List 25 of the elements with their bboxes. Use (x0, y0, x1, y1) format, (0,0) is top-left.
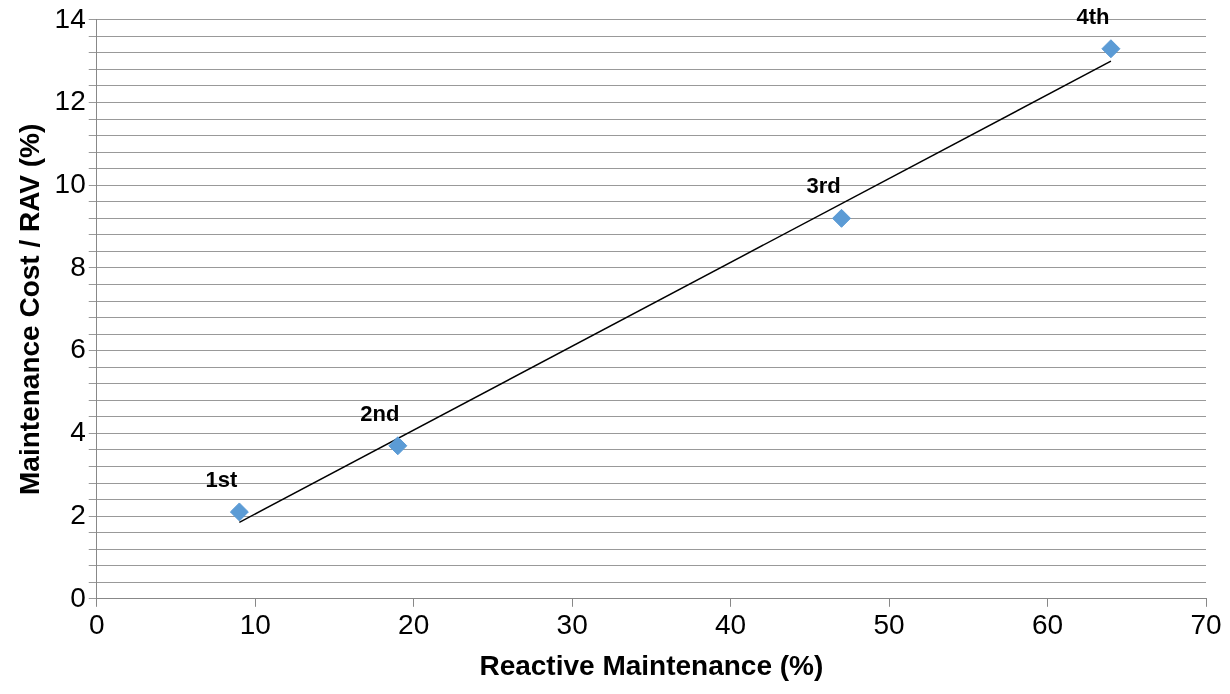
x-tick-label: 10 (239, 609, 271, 641)
y-tick-label: 8 (70, 250, 86, 282)
point (1101, 39, 1121, 59)
point (832, 208, 852, 228)
point (388, 436, 408, 456)
x-tick-label: 70 (1190, 609, 1222, 641)
point (229, 502, 249, 522)
y-tick-label: 10 (54, 167, 86, 199)
y-tick-label: 2 (70, 498, 86, 530)
x-tick-label: 40 (715, 609, 747, 641)
y-tick-label: 4 (70, 416, 86, 448)
x-tick-label: 50 (873, 609, 905, 641)
x-axis-title: Reactive Maintenance (%) (479, 649, 824, 681)
x-tick-label: 20 (398, 609, 430, 641)
x-tick-label: 30 (556, 609, 588, 641)
annotation: 2nd (360, 400, 400, 426)
y-axis-title: Maintenance Cost / RAV (%) (13, 123, 45, 495)
annotation: 1st (205, 466, 238, 492)
y-tick-label: 12 (54, 85, 86, 117)
y-tick-label: 14 (54, 2, 86, 34)
y-tick-label: 0 (70, 581, 86, 613)
annotation: 4th (1076, 3, 1110, 29)
annotation: 3rd (806, 173, 841, 199)
y-tick-label: 6 (70, 333, 86, 365)
x-tick-label: 60 (1031, 609, 1064, 641)
